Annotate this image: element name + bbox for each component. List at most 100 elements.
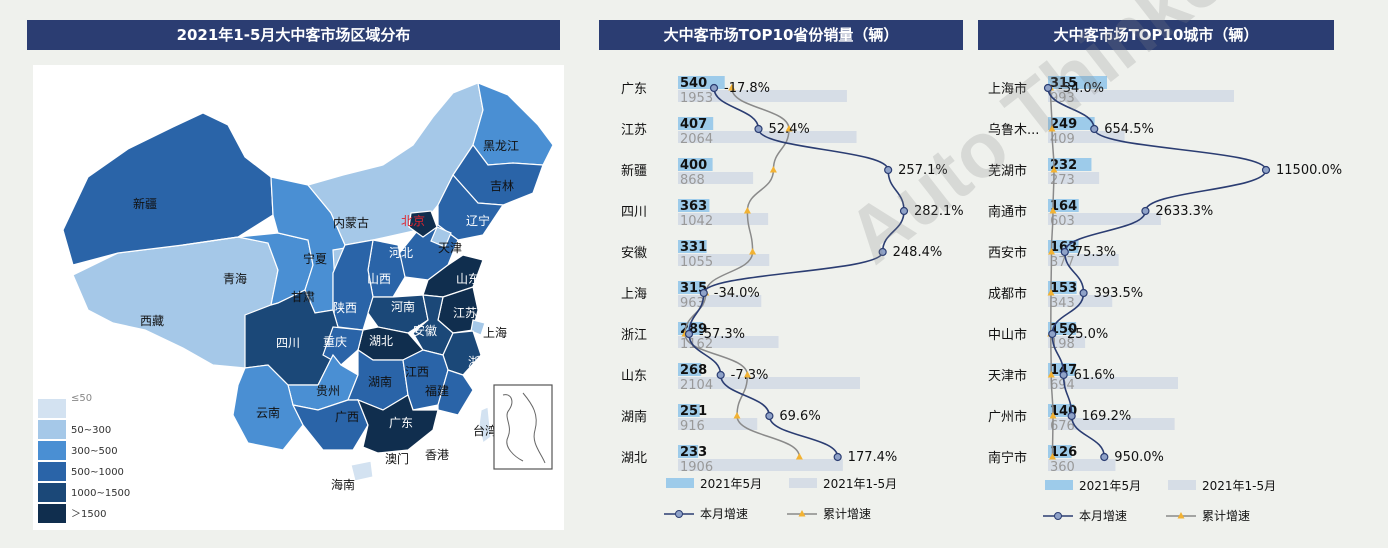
- monthly-growth-marker: [1100, 452, 1109, 462]
- region-guangxi: [291, 399, 369, 451]
- category-label: 山东: [621, 369, 647, 384]
- bar-month-value: 540: [680, 76, 707, 91]
- bar-month-value: 400: [680, 158, 707, 173]
- bar-ytd-value: 963: [680, 296, 705, 311]
- monthly-growth-label: 52.4%: [768, 122, 809, 137]
- monthly-growth-label: -34.0%: [1058, 81, 1104, 96]
- cumulative-growth-marker: [728, 84, 736, 91]
- legend-label: 2021年1-5月: [823, 477, 897, 491]
- legend-label: 500~1000: [71, 467, 124, 478]
- category-label: 浙江: [621, 328, 647, 343]
- bar-ytd-value: 676: [1050, 419, 1075, 434]
- bar-month-value: 249: [1050, 117, 1077, 132]
- cumulative-growth-marker: [749, 248, 757, 255]
- category-label: 南宁市: [988, 450, 1027, 466]
- bar-month: [1048, 404, 1075, 417]
- legend-label: ＞1500: [71, 509, 106, 520]
- bar-ytd-value: 360: [1050, 460, 1075, 475]
- map-label-ningxia: 宁夏: [303, 251, 327, 266]
- legend-label: 本月增速: [1079, 509, 1127, 523]
- monthly-growth-label: 248.4%: [893, 245, 943, 260]
- cumulative-growth-marker: [743, 207, 751, 214]
- bar-ytd: [1048, 418, 1175, 430]
- bar-ytd: [1048, 295, 1113, 307]
- monthly-growth-marker: [1261, 165, 1271, 175]
- bar-ytd-value: 916: [680, 419, 705, 434]
- monthly-growth-label: 393.5%: [1094, 286, 1144, 301]
- monthly-growth-label: -7.3%: [731, 368, 769, 383]
- monthly-growth-label: -57.3%: [699, 327, 745, 342]
- bar-ytd-value: 2104: [680, 378, 713, 393]
- monthly-growth-label: 950.0%: [1114, 450, 1164, 465]
- bar-ytd-value: 603: [1050, 214, 1075, 229]
- region-guangdong: [356, 394, 439, 454]
- bar-month-value: 363: [680, 199, 707, 214]
- monthly-growth-label: 257.1%: [898, 163, 948, 178]
- legend-swatch: [38, 504, 66, 523]
- region-yunnan: [232, 364, 304, 451]
- region-xinjiang: [62, 112, 274, 266]
- category-label: 新疆: [621, 163, 647, 179]
- bar-ytd: [1048, 90, 1234, 102]
- map-label-neimenggu: 内蒙古: [333, 215, 369, 230]
- legend-label: 50~300: [71, 425, 111, 436]
- map-label-hubei: 湖北: [369, 333, 393, 348]
- bar-ytd: [1048, 459, 1116, 471]
- map-label-heilongjiang: 黑龙江: [483, 139, 519, 153]
- map-title: 2021年1-5月大中客市场区域分布: [27, 20, 560, 50]
- category-label: 广东: [621, 82, 647, 97]
- map-label-yunnan: 云南: [256, 405, 280, 420]
- legend-label: ≤50: [71, 393, 92, 404]
- bar-month: [1048, 281, 1077, 294]
- map-label-henan: 河南: [391, 299, 415, 314]
- legend-marker-month: [1054, 512, 1062, 520]
- legend-swatch-month: [666, 478, 694, 488]
- bar-month-value: 407: [680, 117, 707, 132]
- cumulative-growth-line: [1049, 87, 1055, 458]
- bar-ytd-value: 198: [1050, 337, 1075, 352]
- bar-month: [1048, 158, 1092, 171]
- bar-month-value: 251: [680, 404, 707, 419]
- map-label-guangdong: 广东: [389, 416, 413, 430]
- monthly-growth-label: -34.0%: [714, 286, 760, 301]
- category-label: 安徽: [621, 246, 647, 261]
- bar-ytd-value: 343: [1050, 296, 1075, 311]
- bar-ytd: [678, 295, 762, 307]
- legend-label: 累计增速: [823, 507, 871, 521]
- legend-swatch: [38, 399, 66, 418]
- category-label: 芜湖市: [988, 163, 1027, 179]
- south-china-sea-inset: [493, 384, 553, 470]
- map-label-hunan: 湖南: [368, 374, 392, 389]
- bar-month-value: 150: [1050, 322, 1077, 337]
- map-label-jiangxi: 江西: [405, 365, 429, 379]
- map-label-jiangsu: 江苏: [453, 306, 477, 320]
- legend-swatch: [38, 420, 66, 439]
- legend-swatch: [38, 462, 66, 481]
- monthly-growth-marker: [1043, 83, 1053, 93]
- monthly-growth-marker: [1067, 411, 1076, 421]
- bar-ytd-value: 993: [1050, 91, 1075, 106]
- legend-marker-cum: [1177, 512, 1185, 519]
- region-henan: [367, 294, 429, 334]
- bar-ytd-value: 1906: [680, 460, 713, 475]
- cumulative-growth-marker: [743, 371, 751, 378]
- legend-label: 2021年5月: [1079, 479, 1141, 493]
- map-label-beijing: 北京: [401, 214, 425, 228]
- bar-ytd-value: 1042: [680, 214, 713, 229]
- monthly-growth-marker: [765, 411, 774, 421]
- cumulative-growth-marker: [1049, 207, 1057, 214]
- cumulative-growth-marker: [733, 412, 741, 419]
- cumulative-growth-line: [684, 87, 801, 458]
- bar-month-value: 268: [680, 363, 707, 378]
- legend-label: 本月增速: [700, 507, 748, 521]
- monthly-growth-marker: [754, 124, 763, 134]
- bar-month: [678, 363, 702, 376]
- cumulative-growth-marker: [1047, 289, 1055, 296]
- category-label: 湖南: [621, 409, 647, 425]
- bar-month: [678, 445, 699, 458]
- bar-ytd: [678, 213, 769, 225]
- bar-ytd-value: 2064: [680, 132, 713, 147]
- map-label-shaanxi: 陕西: [333, 300, 357, 315]
- category-label: 上海: [621, 287, 647, 302]
- monthly-growth-label: 282.1%: [914, 204, 964, 219]
